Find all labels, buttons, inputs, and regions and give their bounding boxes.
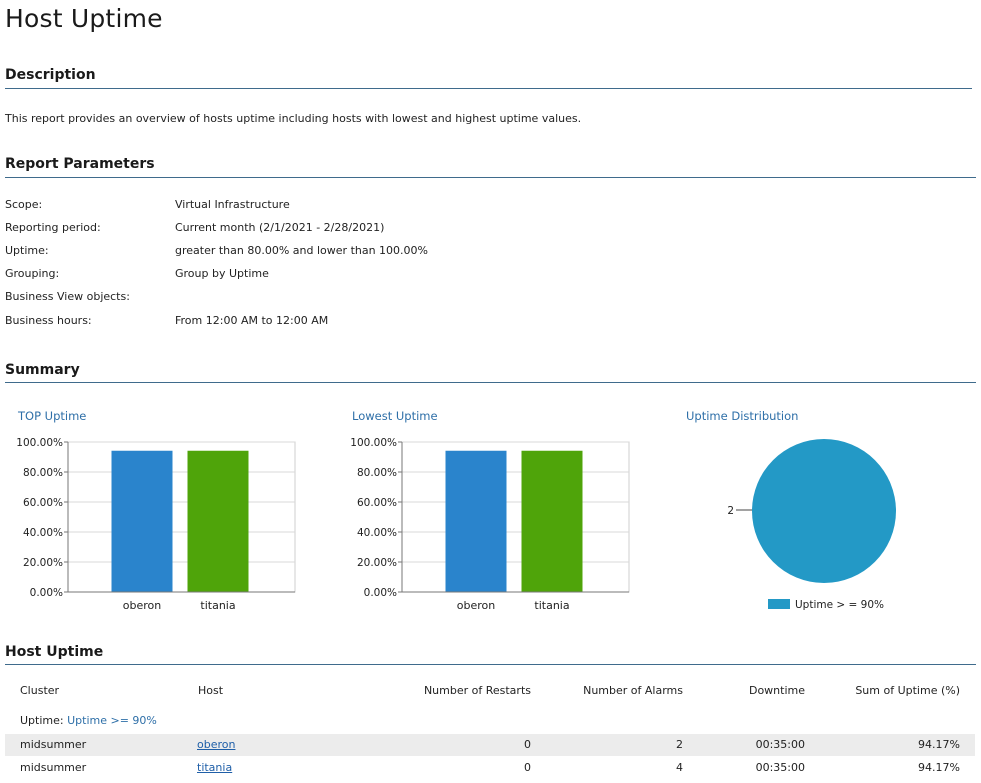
cell-uptime: 94.17% — [918, 738, 960, 751]
bar-oberon — [111, 450, 173, 592]
cell-restarts: 0 — [524, 761, 531, 774]
description-divider — [5, 88, 972, 89]
summary-divider — [5, 382, 976, 383]
data-label: 2 — [727, 505, 734, 517]
plot-area — [67, 441, 296, 593]
y-tick-label: 0.00% — [364, 587, 397, 599]
description-heading: Description — [5, 67, 96, 83]
y-tick-label: 100.00% — [16, 437, 63, 449]
table-row — [5, 734, 975, 756]
group-label: Uptime: — [20, 714, 64, 727]
table-row — [5, 757, 975, 779]
param-label-business-view: Business View objects: — [5, 290, 130, 303]
lowest-uptime-chart: 0.00% 20.00% 40.00% 60.00% 80.00% 100.00% ober… — [350, 437, 630, 612]
host-link-oberon[interactable]: oberon — [197, 738, 236, 751]
column-header-restarts[interactable]: Number of Restarts — [423, 684, 531, 697]
cell-cluster: midsummer — [20, 738, 87, 751]
cell-downtime: 00:35:00 — [755, 738, 805, 751]
column-header-downtime[interactable]: Downtime — [748, 684, 805, 697]
chart-title-top-uptime[interactable]: TOP Uptime — [18, 409, 87, 423]
description-text: This report provides an overview of host… — [5, 112, 582, 125]
pie-slice — [752, 439, 896, 583]
y-tick-label: 0.00% — [30, 587, 63, 599]
bar-titania — [521, 450, 583, 592]
y-tick-label: 60.00% — [23, 497, 63, 509]
host-uptime-divider — [5, 664, 976, 665]
cell-uptime: 94.17% — [918, 761, 960, 774]
cell-alarms: 4 — [676, 761, 683, 774]
chart-title-uptime-distribution[interactable]: Uptime Distribution — [686, 409, 799, 423]
bar-titania — [187, 450, 249, 592]
legend-label: Uptime > = 90% — [795, 599, 884, 611]
y-tick-label: 80.00% — [357, 467, 397, 479]
param-value-uptime: greater than 80.00% and lower than 100.0… — [175, 244, 428, 257]
cell-alarms: 2 — [676, 738, 683, 751]
y-tick-label: 20.00% — [357, 557, 397, 569]
param-value-reporting-period: Current month (2/1/2021 - 2/28/2021) — [175, 221, 385, 234]
report-parameters-divider — [5, 177, 976, 178]
param-value-scope: Virtual Infrastructure — [175, 198, 290, 211]
host-link-titania[interactable]: titania — [197, 761, 233, 774]
x-tick-label: oberon — [123, 599, 161, 612]
column-header-cluster[interactable]: Cluster — [20, 684, 60, 697]
plot-area — [401, 441, 630, 593]
uptime-distribution-chart: 2 Uptime > = 90% — [727, 439, 896, 611]
group-row: Uptime: Uptime >= 90% — [20, 714, 157, 727]
y-tick-label: 20.00% — [23, 557, 63, 569]
param-value-business-hours: From 12:00 AM to 12:00 AM — [175, 314, 329, 327]
param-label-scope: Scope: — [5, 198, 43, 211]
cell-restarts: 0 — [524, 738, 531, 751]
chart-title-lowest-uptime[interactable]: Lowest Uptime — [352, 409, 438, 423]
bar-oberon — [445, 450, 507, 592]
y-tick-label: 40.00% — [357, 527, 397, 539]
y-tick-label: 60.00% — [357, 497, 397, 509]
host-uptime-heading: Host Uptime — [5, 644, 104, 660]
x-tick-label: titania — [534, 599, 569, 612]
top-uptime-chart: 0.00% 20.00% 40.00% 60.00% 80.00% 100.00% ober… — [16, 437, 296, 612]
param-value-grouping: Group by Uptime — [175, 267, 269, 280]
param-label-reporting-period: Reporting period: — [5, 221, 101, 234]
column-header-alarms[interactable]: Number of Alarms — [583, 684, 683, 697]
y-tick-label: 40.00% — [23, 527, 63, 539]
param-label-grouping: Grouping: — [5, 267, 60, 280]
x-tick-label: titania — [200, 599, 235, 612]
y-tick-label: 100.00% — [350, 437, 397, 449]
legend-swatch — [768, 599, 790, 609]
group-value: Uptime >= 90% — [67, 714, 157, 727]
y-tick-label: 80.00% — [23, 467, 63, 479]
column-header-host[interactable]: Host — [198, 684, 224, 697]
report-parameters-heading: Report Parameters — [5, 156, 155, 172]
column-header-sum-uptime[interactable]: Sum of Uptime (%) — [855, 684, 960, 697]
cell-downtime: 00:35:00 — [755, 761, 805, 774]
page-title: Host Uptime — [5, 4, 163, 33]
param-label-uptime: Uptime: — [5, 244, 49, 257]
cell-cluster: midsummer — [20, 761, 87, 774]
x-tick-label: oberon — [457, 599, 495, 612]
param-label-business-hours: Business hours: — [5, 314, 92, 327]
summary-heading: Summary — [5, 362, 80, 378]
